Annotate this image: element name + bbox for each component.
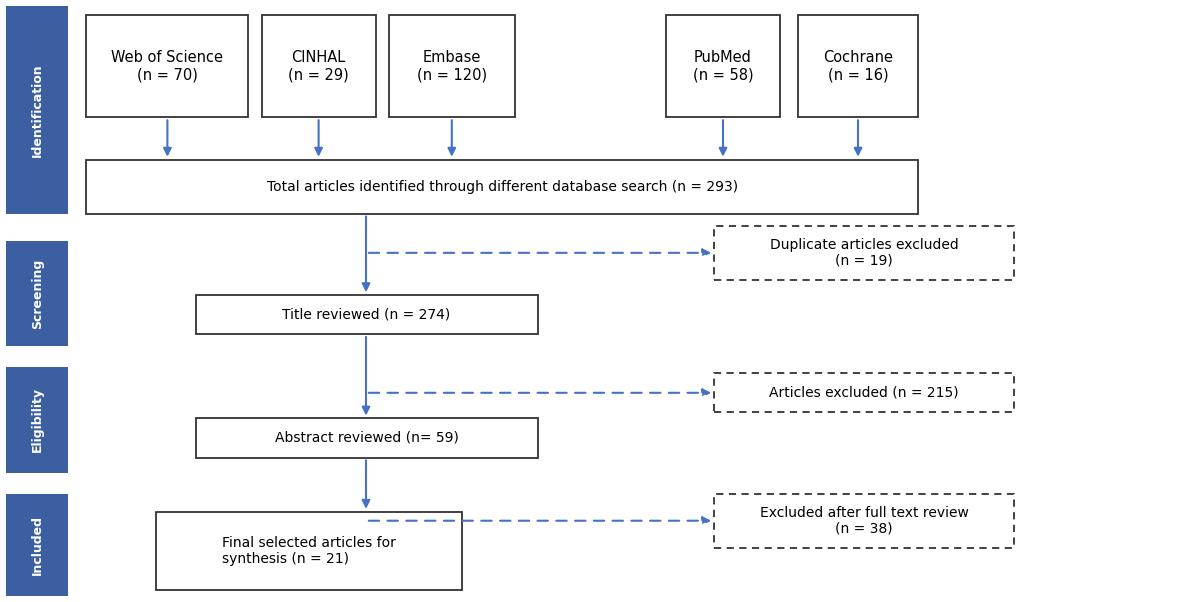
FancyBboxPatch shape bbox=[6, 6, 68, 214]
FancyBboxPatch shape bbox=[714, 494, 1014, 548]
Text: Duplicate articles excluded
(n = 19): Duplicate articles excluded (n = 19) bbox=[769, 238, 959, 268]
Text: Embase
(n = 120): Embase (n = 120) bbox=[416, 50, 487, 82]
Text: Abstract reviewed (n= 59): Abstract reviewed (n= 59) bbox=[275, 431, 458, 445]
FancyBboxPatch shape bbox=[6, 367, 68, 473]
FancyBboxPatch shape bbox=[86, 15, 248, 117]
FancyBboxPatch shape bbox=[666, 15, 780, 117]
Text: Screening: Screening bbox=[31, 258, 43, 329]
Text: Web of Science
(n = 70): Web of Science (n = 70) bbox=[112, 50, 223, 82]
FancyBboxPatch shape bbox=[156, 512, 462, 590]
Text: Eligibility: Eligibility bbox=[31, 388, 43, 452]
Text: Articles excluded (n = 215): Articles excluded (n = 215) bbox=[769, 386, 959, 400]
Text: Title reviewed (n = 274): Title reviewed (n = 274) bbox=[282, 308, 451, 321]
Text: Included: Included bbox=[31, 515, 43, 575]
Text: Excluded after full text review
(n = 38): Excluded after full text review (n = 38) bbox=[760, 506, 968, 536]
Text: Final selected articles for
synthesis (n = 21): Final selected articles for synthesis (n… bbox=[222, 536, 396, 566]
FancyBboxPatch shape bbox=[6, 241, 68, 346]
FancyBboxPatch shape bbox=[798, 15, 918, 117]
FancyBboxPatch shape bbox=[196, 418, 538, 458]
FancyBboxPatch shape bbox=[196, 295, 538, 334]
Text: Identification: Identification bbox=[31, 63, 43, 157]
FancyBboxPatch shape bbox=[262, 15, 376, 117]
Text: Cochrane
(n = 16): Cochrane (n = 16) bbox=[823, 50, 893, 82]
FancyBboxPatch shape bbox=[86, 160, 918, 214]
Text: Total articles identified through different database search (n = 293): Total articles identified through differ… bbox=[266, 179, 738, 194]
Text: CINHAL
(n = 29): CINHAL (n = 29) bbox=[288, 50, 349, 82]
Text: PubMed
(n = 58): PubMed (n = 58) bbox=[692, 50, 754, 82]
FancyBboxPatch shape bbox=[6, 494, 68, 596]
FancyBboxPatch shape bbox=[389, 15, 515, 117]
FancyBboxPatch shape bbox=[714, 226, 1014, 280]
FancyBboxPatch shape bbox=[714, 373, 1014, 412]
